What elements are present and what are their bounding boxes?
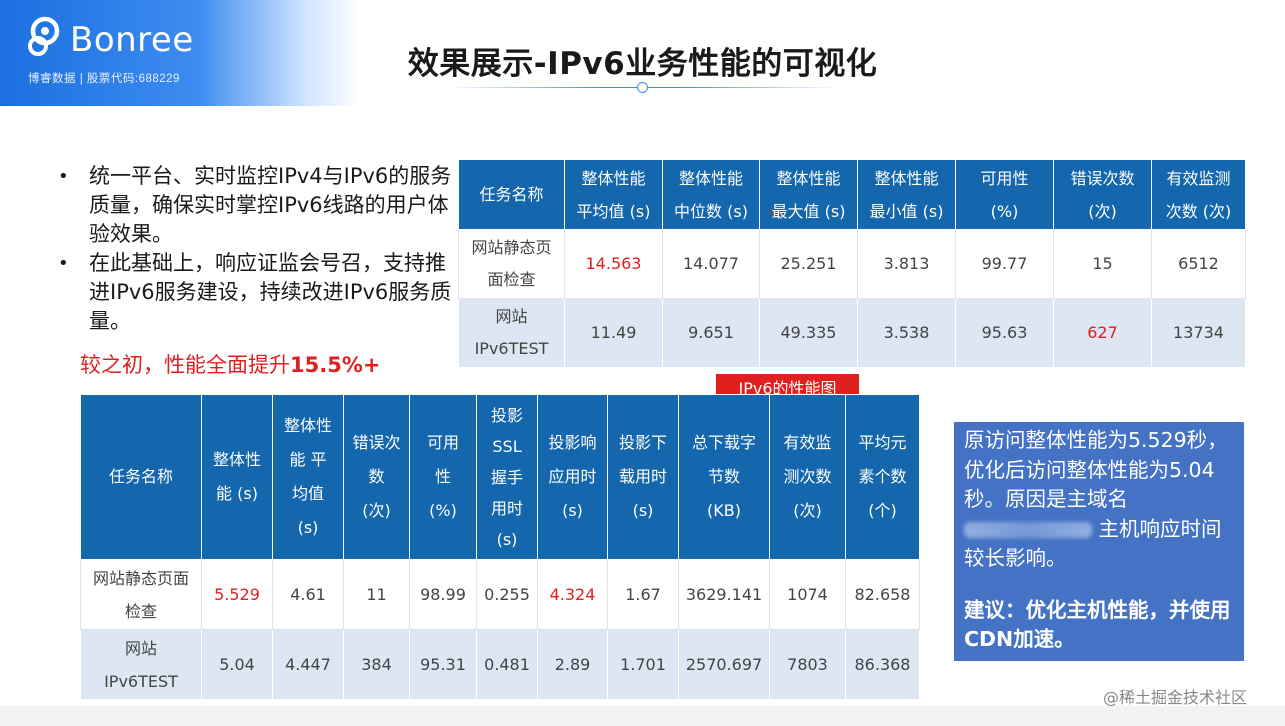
- table-cell: 15: [1053, 229, 1152, 299]
- table-cell: 86.368: [845, 629, 920, 700]
- table-cell: 4.61: [272, 559, 344, 630]
- header-cell: 整体性能 平均值 (s): [564, 159, 663, 230]
- table-cell: 25.251: [759, 229, 858, 299]
- table-cell: 2570.697: [678, 629, 770, 700]
- bullet-list: 统一平台、实时监控IPv4与IPv6的服务质量，确保实时掌控IPv6线路的用户体…: [58, 162, 453, 336]
- header-cell: 投影响 应用时 (s): [537, 394, 608, 560]
- logo-band: [0, 0, 360, 106]
- table-cell: 1074: [769, 559, 846, 630]
- table-cell: 9.651: [662, 298, 760, 368]
- table-cell: 95.63: [955, 298, 1054, 368]
- table-cell: 11.49: [564, 298, 663, 368]
- table-cell: 4.324: [537, 559, 608, 630]
- table-cell: 82.658: [845, 559, 920, 630]
- header-cell: 可用性 (%): [955, 159, 1054, 230]
- header-cell: 有效监 测次数 (次): [769, 394, 846, 560]
- table-cell: 6512: [1151, 229, 1246, 299]
- note-text: 主机响应时间较长影响。: [964, 516, 1222, 571]
- table-cell: 5.04: [201, 629, 273, 700]
- title-dot: [637, 82, 648, 93]
- task-name-cell: 网站静态页面检查: [80, 559, 202, 630]
- table-cell: 1.701: [607, 629, 679, 700]
- header-cell: 错误次数 (次): [1053, 159, 1152, 230]
- table-cell: 3629.141: [678, 559, 770, 630]
- watermark: @稀土掘金技术社区: [1103, 688, 1248, 707]
- bullet-item: 在此基础上，响应证监会号召，支持推进IPv6服务建设，持续改进IPv6服务质量。: [58, 249, 453, 336]
- ipv6-performance-table: 任务名称 整体性能 (s) 整体性能 平均值 (s) 错误次数 (次) 可用性 (%)…: [80, 394, 920, 700]
- table-cell: 95.31: [409, 629, 477, 700]
- table-cell: 49.335: [759, 298, 858, 368]
- ipv4-ipv6-comparison-table: 任务名称 整体性能 平均值 (s) 整体性能 中位数 (s) 整体性能 最大值 (s)…: [458, 159, 1246, 368]
- table-row: 网站 IPv6TEST 5.04 4.447 384 95.31 0.481 2.…: [80, 629, 920, 700]
- table-cell: 13734: [1151, 298, 1246, 368]
- highlight-prefix: 较之初，性能全面提升: [80, 353, 290, 377]
- header-cell: 整体性能 (s): [201, 394, 273, 560]
- table-cell: 99.77: [955, 229, 1054, 299]
- table-cell: 7803: [769, 629, 846, 700]
- task-name-cell: 网站静态页面检查: [458, 229, 565, 299]
- table-cell: 98.99: [409, 559, 477, 630]
- header-cell: 任务名称: [80, 394, 202, 560]
- note-advice: 建议：优化主机性能，并使用CDN加速。: [964, 597, 1231, 652]
- table-cell: 11: [343, 559, 410, 630]
- redacted-domain: [964, 521, 1092, 538]
- table-header-row: 任务名称 整体性能 (s) 整体性能 平均值 (s) 错误次数 (次) 可用性 (%)…: [80, 394, 920, 560]
- table-header-row: 任务名称 整体性能 平均值 (s) 整体性能 中位数 (s) 整体性能 最大值 (s)…: [458, 159, 1246, 230]
- header-cell: 投影下 载用时 (s): [607, 394, 679, 560]
- header-cell: 整体性能 平均值 (s): [272, 394, 344, 560]
- highlight-value: 15.5%+: [290, 353, 381, 377]
- bullet-item: 统一平台、实时监控IPv4与IPv6的服务质量，确保实时掌控IPv6线路的用户体…: [58, 162, 453, 249]
- header-cell: 平均元 素个数 (个): [845, 394, 920, 560]
- table-cell: 384: [343, 629, 410, 700]
- header-cell: 投影 SSL 握手 用时 (s): [476, 394, 538, 560]
- brand-tagline: 博睿数据 | 股票代码:688229: [28, 73, 180, 85]
- table-cell: 627: [1053, 298, 1152, 368]
- page-title: 效果展示-IPv6业务性能的可视化: [407, 46, 878, 82]
- header-cell: 整体性能 最小值 (s): [857, 159, 956, 230]
- header-cell: 有效监测 次数 (次): [1151, 159, 1246, 230]
- bottom-bar: [0, 706, 1285, 726]
- task-name-cell: 网站 IPv6TEST: [458, 298, 565, 368]
- header-cell: 任务名称: [458, 159, 565, 230]
- table-cell: 3.813: [857, 229, 956, 299]
- note-text: 原访问整体性能为5.529秒，优化后访问整体性能为5.04秒。原因是主域名: [964, 428, 1228, 511]
- table-cell: 0.481: [476, 629, 538, 700]
- header-cell: 总下载字 节数 (KB): [678, 394, 770, 560]
- table-row: 网站 IPv6TEST 11.49 9.651 49.335 3.538 95.6…: [458, 298, 1246, 368]
- table-cell: 5.529: [201, 559, 273, 630]
- brand-name: Bonree: [70, 20, 194, 60]
- table-cell: 14.563: [564, 229, 663, 299]
- task-name-cell: 网站 IPv6TEST: [80, 629, 202, 700]
- improvement-highlight: 较之初，性能全面提升15.5%+: [80, 349, 380, 379]
- header-cell: 可用性 (%): [409, 394, 477, 560]
- table-cell: 14.077: [662, 229, 760, 299]
- header-cell: 整体性能 中位数 (s): [662, 159, 760, 230]
- table-row: 网站静态页 面检查 14.563 14.077 25.251 3.813 99.7…: [458, 229, 1246, 299]
- header-cell: 错误次数 (次): [343, 394, 410, 560]
- bonree-logo-icon: [28, 16, 60, 56]
- table-row: 网站静态页面 检查 5.529 4.61 11 98.99 0.255 4.324…: [80, 559, 920, 630]
- table-cell: 4.447: [272, 629, 344, 700]
- analysis-note: 原访问整体性能为5.529秒，优化后访问整体性能为5.04秒。原因是主域名 主机…: [954, 422, 1244, 661]
- table-cell: 3.538: [857, 298, 956, 368]
- header-cell: 整体性能 最大值 (s): [759, 159, 858, 230]
- table-cell: 2.89: [537, 629, 608, 700]
- table-cell: 0.255: [476, 559, 538, 630]
- table-cell: 1.67: [607, 559, 679, 630]
